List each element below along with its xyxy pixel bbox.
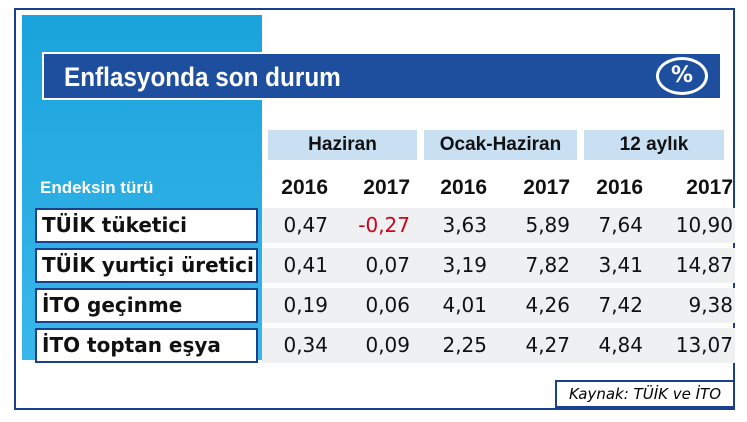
title-bar: Enflasyonda son durum % <box>42 52 722 100</box>
value-cell: 10,90 <box>675 213 733 237</box>
row-header: Endeksin türü <box>40 178 154 197</box>
row-background <box>262 248 735 283</box>
value-cell: 14,87 <box>675 253 733 277</box>
row-name: İTO toptan eşya <box>35 328 258 363</box>
value-cell: 4,01 <box>442 293 487 317</box>
group-header: 12 aylık <box>584 130 724 160</box>
value-cell: 0,47 <box>283 213 328 237</box>
value-cell: 9,38 <box>688 293 733 317</box>
value-cell: 3,19 <box>442 253 487 277</box>
row-background <box>262 328 735 363</box>
year-header: 2016 <box>281 176 328 199</box>
value-cell: 4,26 <box>525 293 570 317</box>
value-cell: 13,07 <box>675 333 733 357</box>
group-header: Haziran <box>268 130 417 160</box>
value-cell: 7,82 <box>525 253 570 277</box>
year-header: 2017 <box>523 176 570 199</box>
row-name: TÜİK tüketici <box>35 208 258 243</box>
row-name: İTO geçinme <box>35 288 258 323</box>
value-cell: 0,41 <box>283 253 328 277</box>
value-cell: -0,27 <box>358 213 410 237</box>
value-cell: 0,19 <box>283 293 328 317</box>
title: Enflasyonda son durum <box>64 62 341 92</box>
year-header: 2016 <box>596 176 643 199</box>
value-cell: 7,42 <box>598 293 643 317</box>
value-cell: 4,84 <box>598 333 643 357</box>
row-name: TÜİK yurtiçi üretici <box>35 248 258 283</box>
value-cell: 5,89 <box>525 213 570 237</box>
year-header: 2017 <box>686 176 733 199</box>
row-background <box>262 208 735 243</box>
value-cell: 2,25 <box>442 333 487 357</box>
value-cell: 0,09 <box>365 333 410 357</box>
value-cell: 3,63 <box>442 213 487 237</box>
value-cell: 7,64 <box>598 213 643 237</box>
value-cell: 4,27 <box>525 333 570 357</box>
year-header: 2016 <box>440 176 487 199</box>
source: Kaynak: TÜİK ve İTO <box>555 380 735 408</box>
value-cell: 3,41 <box>598 253 643 277</box>
percent-icon: % <box>656 57 708 95</box>
value-cell: 0,34 <box>283 333 328 357</box>
value-cell: 0,07 <box>365 253 410 277</box>
year-header: 2017 <box>363 176 410 199</box>
group-header: Ocak-Haziran <box>424 130 577 160</box>
row-background <box>262 288 735 323</box>
value-cell: 0,06 <box>365 293 410 317</box>
